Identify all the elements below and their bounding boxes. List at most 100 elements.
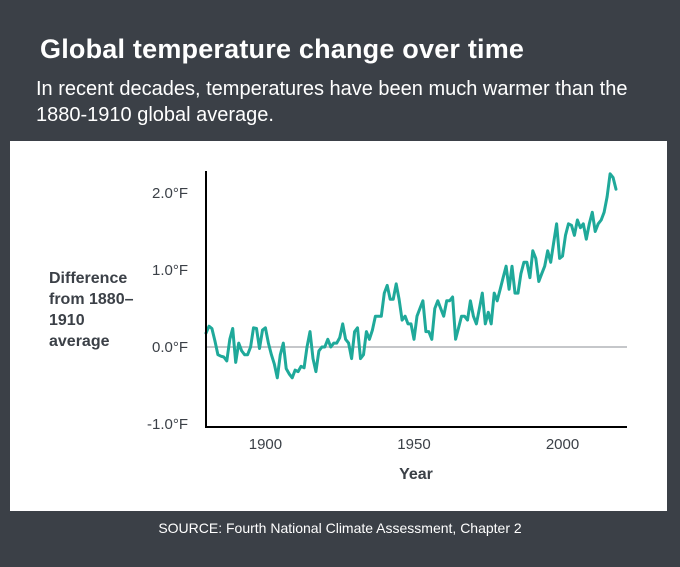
data-point <box>282 342 285 344</box>
data-point <box>208 325 210 328</box>
data-point <box>472 315 475 318</box>
data-point <box>392 298 395 301</box>
data-point <box>217 353 219 356</box>
source-note: SOURCE: Fourth National Climate Assessme… <box>158 520 522 536</box>
data-point <box>401 319 403 321</box>
x-tick-label: 1900 <box>249 436 282 453</box>
chart-subtitle: In recent decades, temperatures have bee… <box>36 78 628 126</box>
data-point <box>508 288 510 291</box>
y-tick-labels: 2.0°F 1.0°F 0.0°F -1.0°F <box>147 185 188 433</box>
data-point <box>380 315 383 318</box>
data-point <box>448 299 451 302</box>
data-point <box>300 365 302 368</box>
data-point <box>374 315 377 318</box>
data-point <box>309 330 311 333</box>
x-tick-labels: 1900 1950 2000 <box>249 436 579 453</box>
data-point <box>267 342 270 344</box>
data-point <box>433 307 436 310</box>
data-point <box>585 238 588 241</box>
y-tick-label: -1.0°F <box>147 416 188 433</box>
data-point <box>561 255 564 257</box>
data-point <box>609 172 611 175</box>
data-point <box>231 327 234 330</box>
data-point <box>487 311 490 314</box>
data-point <box>214 339 216 342</box>
data-point <box>514 292 516 294</box>
data-point <box>270 353 273 356</box>
data-point <box>211 327 213 330</box>
data-point <box>329 346 332 348</box>
chart-svg: 2.0°F 1.0°F 0.0°F -1.0°F 1900 1950 2000 Year <box>147 171 627 483</box>
data-point <box>252 326 255 329</box>
x-tick-label: 1950 <box>397 436 430 453</box>
data-point <box>306 346 308 348</box>
data-point <box>326 338 329 341</box>
data-point <box>576 219 579 221</box>
data-point <box>582 222 585 225</box>
data-point <box>332 342 335 344</box>
data-point <box>451 296 454 298</box>
data-point <box>225 360 228 362</box>
data-point <box>407 323 409 325</box>
data-point <box>478 307 481 310</box>
data-point <box>255 327 258 330</box>
data-point <box>570 224 573 227</box>
data-point <box>335 342 338 344</box>
data-point <box>291 376 294 379</box>
data-point <box>427 330 430 333</box>
data-point <box>469 299 472 302</box>
data-point <box>350 357 353 360</box>
data-point <box>549 261 552 264</box>
data-point <box>386 284 389 287</box>
chart-title: Global temperature change over time <box>40 34 525 64</box>
data-point <box>249 346 252 348</box>
data-point <box>520 272 522 275</box>
data-point <box>261 329 264 331</box>
data-point <box>344 338 347 341</box>
data-point <box>540 272 543 275</box>
data-point <box>347 342 350 344</box>
data-point <box>537 280 540 283</box>
data-point <box>543 265 546 268</box>
data-point <box>404 315 406 318</box>
data-point <box>318 350 320 352</box>
data-point <box>422 299 424 302</box>
data-point <box>323 346 326 348</box>
data-point <box>597 222 600 225</box>
data-point <box>297 370 299 373</box>
data-point <box>555 222 558 225</box>
data-point <box>395 283 398 285</box>
data-point <box>246 353 249 356</box>
data-point <box>558 257 561 260</box>
y-axis-label: Difference from 1880–1910 average <box>49 270 134 350</box>
data-point <box>573 234 576 237</box>
data-point <box>425 330 427 333</box>
data-point <box>338 336 341 339</box>
data-point <box>457 326 460 329</box>
data-point <box>228 338 231 341</box>
data-point <box>588 222 591 225</box>
data-point <box>315 370 317 373</box>
data-point <box>481 292 484 294</box>
data-point <box>531 249 534 252</box>
data-point <box>362 353 365 356</box>
data-point <box>365 330 368 333</box>
data-point <box>612 176 614 179</box>
data-point <box>606 195 608 198</box>
data-point <box>454 338 457 341</box>
data-point <box>353 330 356 333</box>
data-point <box>413 338 415 341</box>
data-point <box>463 315 466 318</box>
data-point <box>377 315 380 318</box>
data-point <box>490 323 493 325</box>
data-point <box>579 226 582 229</box>
data-point <box>511 265 513 268</box>
data-point <box>234 361 237 364</box>
data-point <box>439 307 442 310</box>
data-point <box>240 350 243 352</box>
data-point <box>321 346 323 348</box>
data-point <box>416 315 418 318</box>
data-point <box>517 292 519 294</box>
data-point <box>220 355 222 358</box>
data-point <box>442 315 445 318</box>
